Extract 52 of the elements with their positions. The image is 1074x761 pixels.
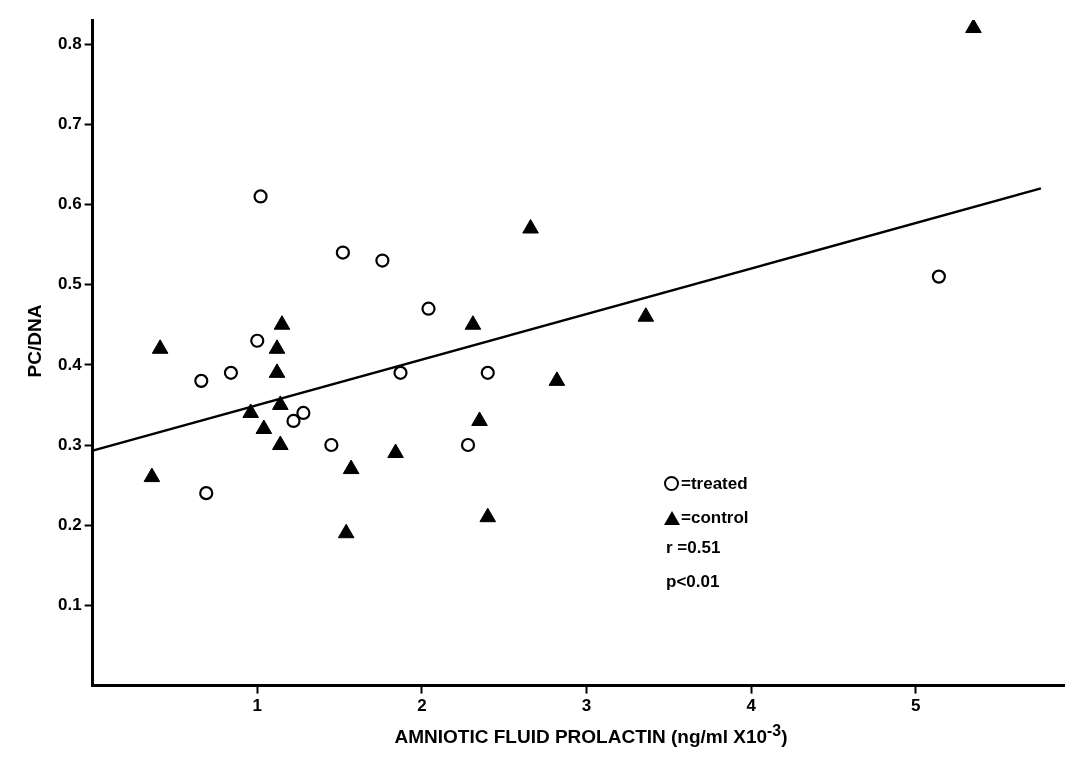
point bbox=[250, 333, 265, 348]
point bbox=[965, 20, 982, 34]
point bbox=[273, 315, 291, 330]
x-axis-title: AMNIOTIC FLUID PROLACTIN (ng/ml X10$^{-3}$) bbox=[393, 722, 789, 749]
point bbox=[324, 437, 339, 453]
point bbox=[393, 365, 408, 380]
y-tick-label: 0.5 bbox=[57, 274, 82, 294]
x-tick-label: 4 bbox=[746, 696, 757, 716]
point bbox=[375, 253, 390, 268]
point bbox=[268, 339, 286, 354]
point bbox=[296, 405, 311, 421]
x-tick-label: 2 bbox=[417, 696, 427, 716]
point bbox=[522, 219, 539, 234]
point bbox=[143, 467, 161, 483]
x-tick-label: 5 bbox=[911, 696, 921, 716]
point bbox=[421, 301, 436, 316]
point bbox=[242, 403, 259, 418]
y-tick-label: 0.4 bbox=[57, 354, 83, 374]
point bbox=[286, 413, 301, 429]
point bbox=[223, 365, 239, 380]
point bbox=[272, 395, 289, 410]
point bbox=[337, 523, 355, 539]
point bbox=[479, 507, 497, 523]
point bbox=[255, 419, 273, 434]
point bbox=[342, 459, 360, 475]
y-tick-label: 0.6 bbox=[57, 194, 82, 214]
annotation: r =0.51 bbox=[666, 538, 721, 558]
point bbox=[480, 365, 495, 380]
point bbox=[931, 269, 946, 284]
point bbox=[387, 443, 404, 459]
legend-label: =control bbox=[681, 507, 749, 528]
y-tick-label: 0.1 bbox=[57, 595, 82, 615]
point bbox=[272, 435, 289, 451]
x-tick-label: 1 bbox=[252, 696, 263, 716]
y-axis-title: PC/DNA bbox=[24, 303, 46, 380]
point bbox=[548, 371, 566, 386]
point bbox=[471, 411, 488, 426]
y-tick-label: 0.2 bbox=[57, 514, 82, 534]
x-tick-label: 3 bbox=[581, 696, 592, 716]
annotation: p<0.01 bbox=[666, 572, 720, 592]
point bbox=[268, 363, 286, 378]
y-tick-label: 0.8 bbox=[57, 33, 82, 53]
y-tick-label: 0.7 bbox=[57, 113, 82, 133]
point bbox=[464, 315, 482, 330]
y-tick-label: 0.3 bbox=[57, 434, 82, 454]
legend-label: =treated bbox=[681, 473, 748, 494]
point bbox=[460, 437, 476, 453]
point bbox=[637, 307, 655, 322]
point bbox=[335, 245, 350, 260]
point bbox=[194, 373, 209, 388]
point bbox=[151, 339, 169, 354]
point bbox=[253, 189, 268, 204]
